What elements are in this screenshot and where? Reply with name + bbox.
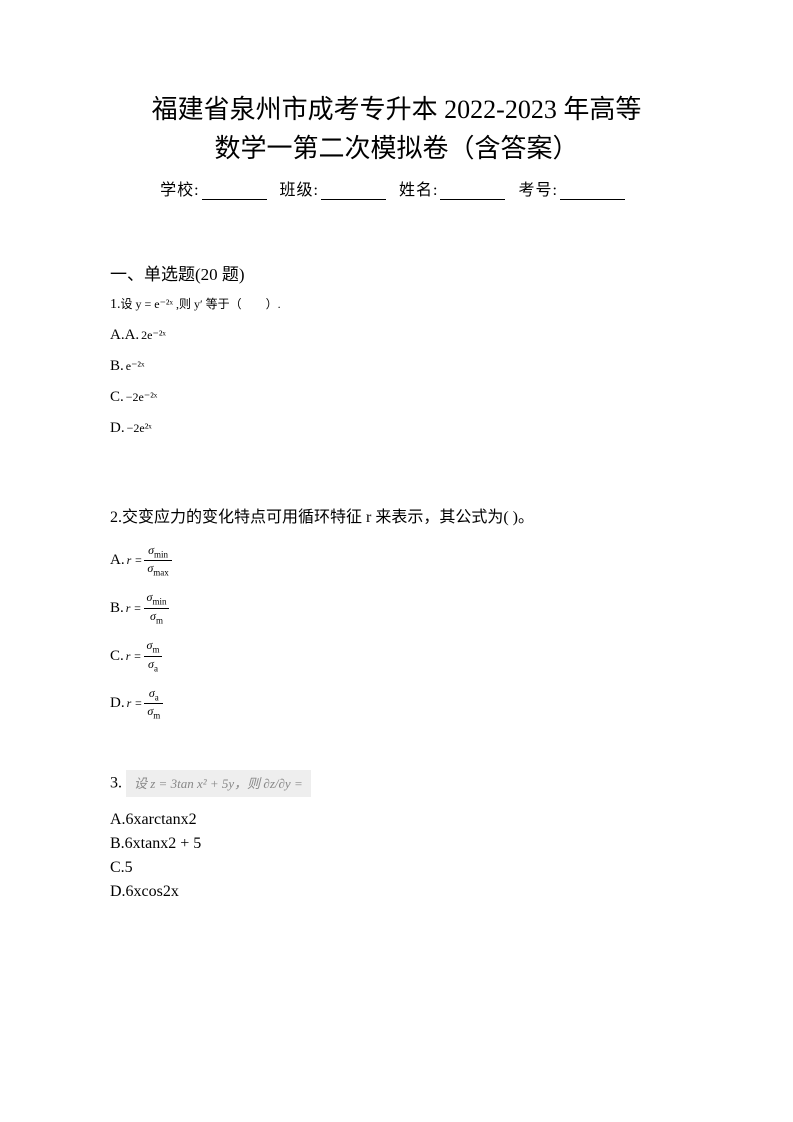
q3-option-d: D.6xcos2x [110, 883, 683, 901]
q1-stem-text: 设 y = e⁻²ˣ ,则 y′ 等于（ ）. [121, 297, 281, 311]
q3-prefix: 3. [110, 774, 122, 791]
student-info-line: 学校: 班级: 姓名: 考号: [110, 176, 683, 200]
q1-optA-math: 2e⁻²ˣ [141, 328, 166, 343]
q2-optB-frac: σmin σm [144, 591, 170, 625]
q2-stem: 2.交变应力的变化特点可用循环特征 r 来表示，其公式为( )。 [110, 506, 683, 530]
q2-optD-label: D. [110, 695, 125, 712]
q1-option-d: D. −2e²ˣ [110, 420, 683, 437]
q2-optC-label: C. [110, 648, 124, 665]
examno-blank [560, 182, 625, 200]
q2-optD-frac: σa σm [144, 687, 163, 721]
title-line-1: 福建省泉州市成考专升本 2022-2023 年高等 [152, 95, 642, 124]
q2-r-eq-c: r = [126, 649, 142, 664]
school-label: 学校: [160, 182, 199, 199]
q1-optA-label: A.A. [110, 327, 139, 344]
q1-optD-math: −2e²ˣ [127, 421, 152, 436]
q2-optC-frac: σm σa [144, 639, 163, 673]
q3-formula-image: 设 z = 3tan x² + 5y，则 ∂z/∂y = [126, 770, 311, 798]
q1-optB-label: B. [110, 358, 124, 375]
q1-option-b: B. e⁻²ˣ [110, 358, 683, 375]
q1-option-a: A.A. 2e⁻²ˣ [110, 327, 683, 344]
q1-optB-math: e⁻²ˣ [126, 359, 145, 374]
q1-stem: 1.设 y = e⁻²ˣ ,则 y′ 等于（ ）. [110, 295, 683, 315]
q1-optC-math: −2e⁻²ˣ [126, 390, 158, 405]
examno-label: 考号: [518, 182, 557, 199]
section-1-header: 一、单选题(20 题) [110, 260, 683, 285]
q2-optD-num: σa [144, 687, 163, 704]
q2-r-eq-a: r = [127, 553, 143, 568]
q2-optA-label: A. [110, 552, 125, 569]
q2-optA-num: σmin [144, 544, 171, 561]
q2-optB-label: B. [110, 600, 124, 617]
q2-optB-den: σm [144, 609, 170, 625]
q2-option-b: B. r = σmin σm [110, 591, 683, 625]
q2-option-a: A. r = σmin σmax [110, 544, 683, 578]
school-blank [202, 182, 267, 200]
question-1: 1.设 y = e⁻²ˣ ,则 y′ 等于（ ）. A.A. 2e⁻²ˣ B. … [110, 295, 683, 437]
q2-r-eq-b: r = [126, 601, 142, 616]
q1-prefix: 1. [110, 297, 121, 312]
q3-option-a: A.6xarctanx2 [110, 811, 683, 829]
q2-r-eq-d: r = [127, 696, 143, 711]
q3-option-b: B.6xtanx2 + 5 [110, 835, 683, 853]
exam-title: 福建省泉州市成考专升本 2022-2023 年高等 数学一第二次模拟卷（含答案） [110, 90, 683, 168]
q2-option-c: C. r = σm σa [110, 639, 683, 673]
q3-stem: 3. 设 z = 3tan x² + 5y，则 ∂z/∂y = [110, 770, 683, 798]
q2-optA-frac: σmin σmax [144, 544, 171, 578]
spacer-2 [110, 735, 683, 770]
q2-optD-den: σm [144, 704, 163, 720]
q3-option-c: C.5 [110, 859, 683, 877]
q1-option-c: C. −2e⁻²ˣ [110, 389, 683, 406]
name-label: 姓名: [399, 182, 438, 199]
name-blank [440, 182, 505, 200]
q1-optC-label: C. [110, 389, 124, 406]
q2-optC-den: σa [144, 657, 163, 673]
q2-optC-num: σm [144, 639, 163, 656]
question-3: 3. 设 z = 3tan x² + 5y，则 ∂z/∂y = A.6xarct… [110, 770, 683, 902]
class-blank [321, 182, 386, 200]
spacer-1 [110, 451, 683, 506]
q2-optA-den: σmax [144, 561, 171, 577]
question-2: 2.交变应力的变化特点可用循环特征 r 来表示，其公式为( )。 A. r = … [110, 506, 683, 721]
q1-optD-label: D. [110, 420, 125, 437]
q2-option-d: D. r = σa σm [110, 687, 683, 721]
title-line-2: 数学一第二次模拟卷（含答案） [214, 134, 578, 163]
class-label: 班级: [280, 182, 319, 199]
q2-optB-num: σmin [144, 591, 170, 608]
